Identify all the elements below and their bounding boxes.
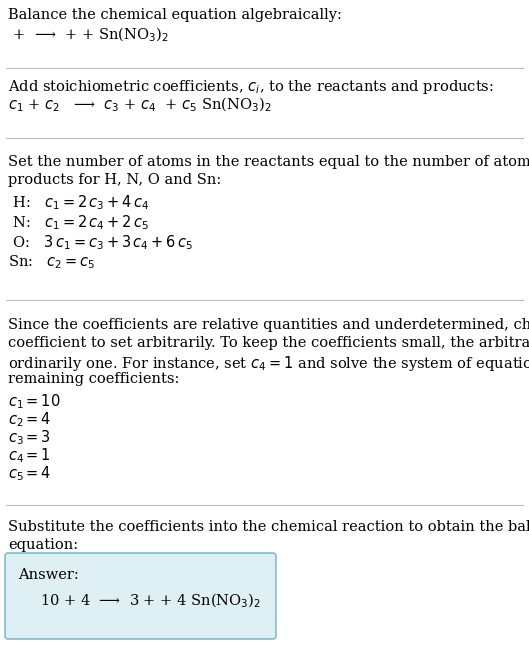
Text: $c_1$ + $c_2$   ⟶  $c_3$ + $c_4$  + $c_5$ Sn(NO$_3$)$_2$: $c_1$ + $c_2$ ⟶ $c_3$ + $c_4$ + $c_5$ Sn… xyxy=(8,96,271,115)
Text: $c_3 = 3$: $c_3 = 3$ xyxy=(8,428,51,446)
Text: +  ⟶  + + Sn(NO$_3$)$_2$: + ⟶ + + Sn(NO$_3$)$_2$ xyxy=(8,26,169,45)
Text: Balance the chemical equation algebraically:: Balance the chemical equation algebraica… xyxy=(8,8,342,22)
Text: coefficient to set arbitrarily. To keep the coefficients small, the arbitrary va: coefficient to set arbitrarily. To keep … xyxy=(8,336,529,350)
Text: $c_1 = 10$: $c_1 = 10$ xyxy=(8,392,61,411)
Text: Substitute the coefficients into the chemical reaction to obtain the balanced: Substitute the coefficients into the che… xyxy=(8,520,529,534)
Text: Since the coefficients are relative quantities and underdetermined, choose a: Since the coefficients are relative quan… xyxy=(8,318,529,332)
Text: $c_5 = 4$: $c_5 = 4$ xyxy=(8,464,51,483)
Text: remaining coefficients:: remaining coefficients: xyxy=(8,372,179,386)
Text: H:   $c_1 = 2\,c_3 + 4\,c_4$: H: $c_1 = 2\,c_3 + 4\,c_4$ xyxy=(8,193,150,212)
Text: Answer:: Answer: xyxy=(18,568,79,582)
Text: N:   $c_1 = 2\,c_4 + 2\,c_5$: N: $c_1 = 2\,c_4 + 2\,c_5$ xyxy=(8,213,149,232)
Text: $c_2 = 4$: $c_2 = 4$ xyxy=(8,410,51,429)
Text: O:   $3\,c_1 = c_3 + 3\,c_4 + 6\,c_5$: O: $3\,c_1 = c_3 + 3\,c_4 + 6\,c_5$ xyxy=(8,233,193,252)
Text: 10 + 4  ⟶  3 + + 4 Sn(NO$_3$)$_2$: 10 + 4 ⟶ 3 + + 4 Sn(NO$_3$)$_2$ xyxy=(40,592,261,610)
Text: equation:: equation: xyxy=(8,538,78,552)
Text: $c_4 = 1$: $c_4 = 1$ xyxy=(8,446,51,465)
Text: Sn:   $c_2 = c_5$: Sn: $c_2 = c_5$ xyxy=(8,253,95,270)
Text: Set the number of atoms in the reactants equal to the number of atoms in the: Set the number of atoms in the reactants… xyxy=(8,155,529,169)
FancyBboxPatch shape xyxy=(5,553,276,639)
Text: products for H, N, O and Sn:: products for H, N, O and Sn: xyxy=(8,173,221,187)
Text: Add stoichiometric coefficients, $c_i$, to the reactants and products:: Add stoichiometric coefficients, $c_i$, … xyxy=(8,78,494,96)
Text: ordinarily one. For instance, set $c_4 = 1$ and solve the system of equations fo: ordinarily one. For instance, set $c_4 =… xyxy=(8,354,529,373)
